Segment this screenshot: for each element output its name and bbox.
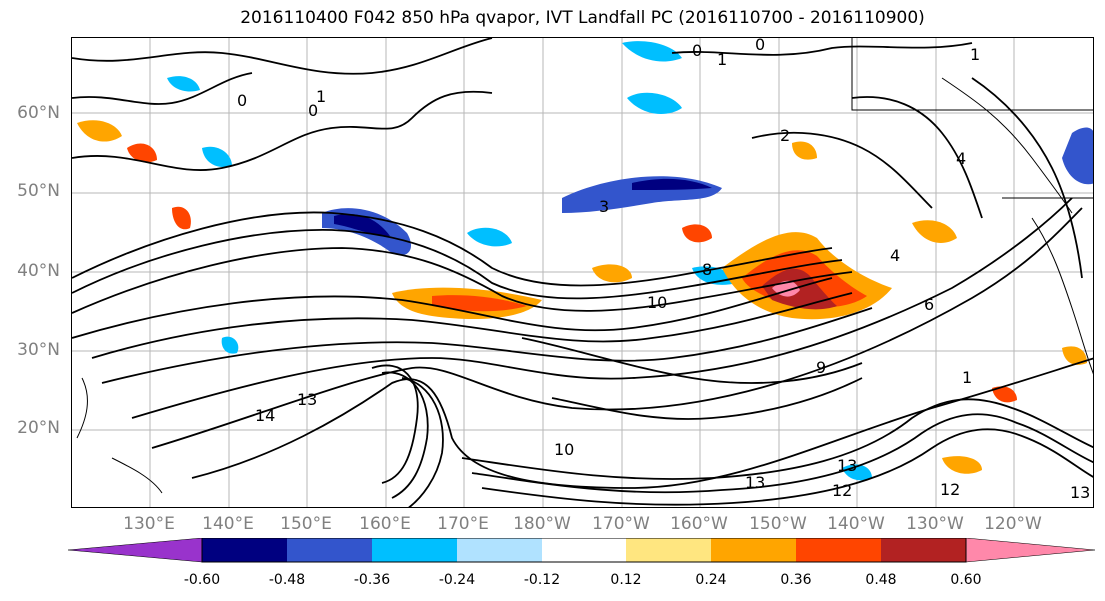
contour-label: 1 — [717, 50, 727, 69]
contour-label: 0 — [237, 91, 247, 110]
lon-label-180w: 180°W — [513, 514, 571, 534]
contour-label: 12 — [832, 481, 852, 500]
lon-label-130w: 130°W — [906, 514, 964, 534]
lon-label-140w: 140°W — [827, 514, 885, 534]
colorbar-tick-label: 0.12 — [610, 572, 642, 588]
colorbar-tick-label: -0.36 — [353, 572, 391, 588]
map-canvas: 0 0 1 1 0 0 1 2 4 3 4 6 8 9 10 13 14 13 … — [72, 38, 1093, 507]
colorbar-tick-label: -0.12 — [523, 572, 561, 588]
contour-label: 10 — [554, 440, 574, 459]
lon-label-150w: 150°W — [749, 514, 807, 534]
contour-label: 8 — [702, 260, 712, 279]
contour-labels: 0 0 1 1 0 0 1 2 4 3 4 6 8 9 10 13 14 13 … — [237, 38, 1090, 502]
colorbar-tick-label: 0.24 — [695, 572, 727, 588]
map-title: 2016110400 F042 850 hPa qvapor, IVT Land… — [240, 8, 925, 28]
colorbar-segment — [202, 538, 287, 562]
contour-label: 2 — [780, 126, 790, 145]
lon-label-170w: 170°W — [592, 514, 650, 534]
lat-label-20n: 20°N — [17, 418, 60, 438]
colorbar-tick-label: -0.60 — [183, 572, 221, 588]
colorbar-frame — [201, 537, 967, 563]
lon-label-120w: 120°W — [984, 514, 1042, 534]
contour-label: 10 — [647, 293, 667, 312]
lon-label-140e: 140°E — [202, 514, 254, 534]
contour-label: 6 — [924, 295, 934, 314]
contour-label: 0 — [692, 41, 702, 60]
colorbar-segment — [881, 538, 966, 562]
lon-label-150e: 150°E — [280, 514, 332, 534]
colorbar-extend-high — [965, 537, 1096, 563]
colorbar-extend-low — [67, 537, 203, 563]
contour-label: 13 — [1070, 483, 1090, 502]
colorbar-segment — [457, 538, 542, 562]
colorbar-tick-label: 0.36 — [780, 572, 812, 588]
contour-label: 4 — [890, 246, 900, 265]
colorbar-svg — [67, 537, 1096, 563]
lat-label-60n: 60°N — [17, 103, 60, 123]
contour-label: 13 — [297, 390, 317, 409]
colorbar-tick-label: -0.48 — [268, 572, 306, 588]
contour-label: 0 — [308, 101, 318, 120]
lat-label-30n: 30°N — [17, 340, 60, 360]
contour-label: 13 — [745, 473, 765, 492]
lon-label-160e: 160°E — [359, 514, 411, 534]
coastlines — [76, 38, 1093, 494]
contour-label: 13 — [837, 456, 857, 475]
contour-label: 14 — [255, 406, 275, 425]
qvapor-fill — [77, 41, 1093, 481]
colorbar-tick-label: 0.48 — [865, 572, 897, 588]
contour-label: 12 — [940, 480, 960, 499]
colorbar-segment — [287, 538, 372, 562]
colorbar-segment — [711, 538, 796, 562]
lon-label-160w: 160°W — [670, 514, 728, 534]
map-panel: 0 0 1 1 0 0 1 2 4 3 4 6 8 9 10 13 14 13 … — [71, 37, 1094, 508]
contour-label: 9 — [816, 358, 826, 377]
contour-label: 1 — [316, 87, 326, 106]
contour-label: 3 — [599, 197, 609, 216]
contour-label: 1 — [962, 368, 972, 387]
contour-label: 4 — [956, 149, 966, 168]
colorbar-segment — [796, 538, 881, 562]
ivt-contours — [72, 38, 1093, 507]
colorbar-tick-label: -0.24 — [438, 572, 476, 588]
lon-label-170e: 170°E — [437, 514, 489, 534]
lat-label-40n: 40°N — [17, 261, 60, 281]
contour-label: 0 — [755, 38, 765, 54]
graticule — [72, 38, 1093, 507]
colorbar-segment — [372, 538, 457, 562]
lat-label-50n: 50°N — [17, 181, 60, 201]
colorbar-tick-label: 0.60 — [950, 572, 982, 588]
colorbar-segment — [626, 538, 711, 562]
contour-label: 1 — [970, 45, 980, 64]
lon-label-130e: 130°E — [123, 514, 175, 534]
colorbar — [67, 537, 1098, 568]
colorbar-segment — [542, 538, 626, 562]
